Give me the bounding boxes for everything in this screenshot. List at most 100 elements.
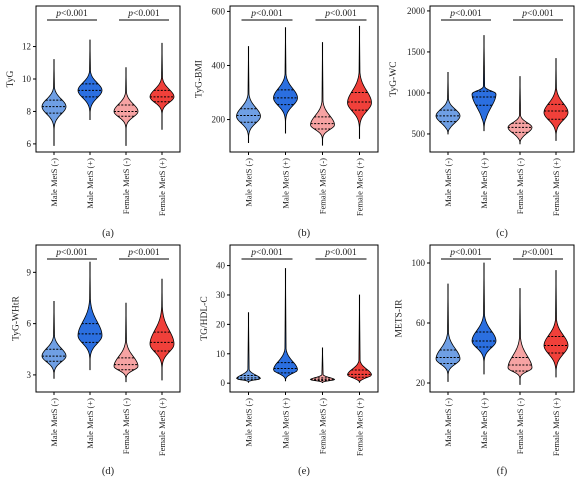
y-tick-label: 3 — [27, 370, 32, 380]
violin-4 — [543, 58, 569, 141]
violin-2 — [471, 262, 497, 375]
panel-letter: (a) — [102, 228, 114, 239]
violin-3 — [310, 42, 335, 146]
y-tick-label: 10 — [216, 349, 226, 359]
y-axis-label: METS-IR — [395, 299, 405, 338]
violin-2 — [273, 27, 298, 134]
axis-frame — [229, 5, 379, 153]
category-label: Male MetS (+) — [85, 158, 95, 209]
p-value-label: p<0.001 — [324, 9, 357, 19]
category-label: Male MetS (+) — [281, 158, 291, 209]
category-label: Female MetS (-) — [318, 158, 328, 214]
violin-1 — [41, 301, 67, 379]
y-tick-label: 500 — [412, 129, 426, 139]
category-label: Male MetS (+) — [479, 158, 489, 209]
axis-frame — [35, 244, 181, 393]
panel-letter: (e) — [298, 466, 310, 477]
panel-letter: (f) — [497, 466, 508, 477]
category-label: Female MetS (+) — [355, 158, 365, 216]
category-label: Female MetS (-) — [318, 398, 328, 454]
y-tick-label: 100 — [412, 258, 426, 268]
violin-2 — [471, 35, 497, 132]
y-tick-label: 6 — [27, 139, 32, 149]
violin-2 — [273, 268, 298, 382]
y-axis-label: TG/HDL-C — [200, 296, 210, 340]
y-axis-label: TyG-WHtR — [12, 295, 22, 340]
category-label: Male MetS (-) — [49, 158, 59, 207]
p-value-label: p<0.001 — [324, 248, 357, 258]
panel-3: 500 1000 1500 2000 TyG-WC Male MetS (-) Male M… — [389, 5, 575, 239]
category-label: Male MetS (+) — [85, 398, 95, 449]
violin-3 — [113, 302, 139, 383]
category-label: Male MetS (-) — [244, 158, 254, 207]
category-label: Female MetS (+) — [355, 398, 365, 456]
panel-5: 0 10 20 30 40 TG/HDL-C Male MetS (-) Male MetS … — [200, 244, 379, 477]
y-axis-label: TyG — [6, 70, 16, 87]
category-label: Female MetS (+) — [551, 158, 561, 216]
y-tick-label: 20 — [216, 319, 226, 329]
violin-4 — [347, 25, 372, 139]
category-label: Female MetS (-) — [515, 398, 525, 454]
y-tick-label: 1500 — [407, 47, 426, 57]
category-label: Male MetS (-) — [244, 398, 254, 447]
y-tick-label: 1000 — [407, 88, 426, 98]
p-value-label: p<0.001 — [449, 9, 482, 19]
violin-3 — [113, 67, 139, 146]
panel-6: 20 60 100 METS-IR Male MetS (-) Male MetS (+)… — [395, 244, 575, 477]
panel-letter: (b) — [298, 228, 311, 239]
p-value-label: p<0.001 — [449, 248, 482, 258]
y-tick-label: 40 — [216, 261, 226, 271]
violin-1 — [435, 72, 461, 135]
panel-2: 200 400 600 TyG-BMI Male MetS (-) Male MetS (… — [195, 5, 379, 239]
y-tick-label: 6 — [27, 319, 32, 329]
axis-frame — [429, 5, 575, 153]
p-value-label: p<0.001 — [521, 248, 554, 258]
violin-2 — [77, 39, 103, 120]
y-tick-label: 2000 — [407, 6, 426, 16]
violin-1 — [435, 283, 461, 382]
panel-letter: (c) — [496, 228, 508, 239]
violin-4 — [149, 42, 175, 130]
violin-1 — [41, 59, 67, 146]
violin-3 — [507, 76, 533, 145]
category-label: Female MetS (+) — [157, 158, 167, 216]
y-tick-label: 200 — [212, 115, 226, 125]
category-label: Female MetS (+) — [157, 398, 167, 456]
category-label: Female MetS (+) — [551, 398, 561, 456]
category-label: Female MetS (-) — [121, 158, 131, 214]
axis-frame — [35, 5, 181, 153]
y-tick-label: 0 — [221, 378, 226, 388]
y-tick-label: 10 — [22, 74, 32, 84]
category-label: Male MetS (-) — [49, 398, 59, 447]
violin-4 — [347, 294, 372, 383]
axis-frame — [229, 244, 379, 393]
category-label: Male MetS (+) — [281, 398, 291, 449]
violin-1 — [236, 46, 261, 143]
axis-frame — [429, 244, 575, 393]
category-label: Female MetS (-) — [515, 158, 525, 214]
p-value-label: p<0.001 — [127, 248, 160, 258]
y-tick-label: 60 — [416, 318, 426, 328]
violin-2 — [77, 261, 103, 371]
category-label: Female MetS (-) — [121, 398, 131, 454]
p-value-label: p<0.001 — [127, 9, 160, 19]
p-value-label: p<0.001 — [521, 9, 554, 19]
y-axis-label: TyG-WC — [389, 61, 399, 96]
panel-4: 3 6 9 TyG-WHtR Male MetS (-) Male MetS (+) Fem… — [12, 244, 181, 477]
p-value-label: p<0.001 — [55, 9, 88, 19]
category-label: Male MetS (+) — [479, 398, 489, 449]
violin-3 — [309, 347, 336, 383]
p-value-label: p<0.001 — [55, 248, 88, 258]
p-value-label: p<0.001 — [250, 9, 283, 19]
category-label: Male MetS (-) — [443, 398, 453, 447]
y-tick-label: 9 — [27, 267, 32, 277]
y-tick-label: 8 — [27, 106, 32, 116]
y-tick-label: 12 — [22, 42, 31, 52]
violin-1 — [236, 312, 261, 383]
y-tick-label: 20 — [416, 378, 426, 388]
y-tick-label: 400 — [212, 60, 226, 70]
violin-4 — [543, 270, 569, 378]
p-value-label: p<0.001 — [250, 248, 283, 258]
category-label: Male MetS (-) — [443, 158, 453, 207]
